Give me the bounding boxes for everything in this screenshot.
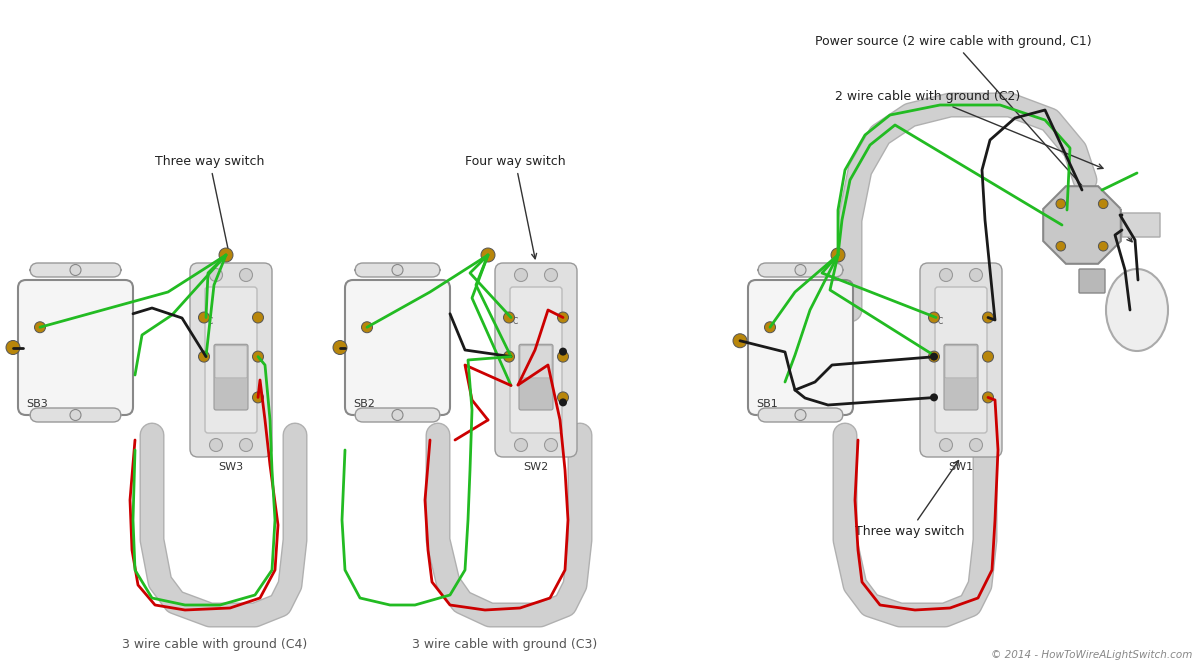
Circle shape — [334, 340, 347, 354]
Text: SB1: SB1 — [756, 399, 778, 409]
Text: Three way switch: Three way switch — [856, 460, 965, 538]
Circle shape — [252, 392, 264, 403]
Circle shape — [940, 269, 953, 281]
Circle shape — [1098, 199, 1108, 208]
Circle shape — [559, 399, 566, 407]
Circle shape — [1056, 199, 1066, 208]
Circle shape — [970, 269, 983, 281]
Circle shape — [6, 340, 20, 354]
FancyBboxPatch shape — [214, 344, 248, 410]
FancyBboxPatch shape — [355, 408, 440, 422]
FancyBboxPatch shape — [205, 287, 257, 433]
FancyBboxPatch shape — [944, 344, 978, 410]
FancyBboxPatch shape — [510, 287, 562, 433]
Circle shape — [929, 312, 940, 323]
Circle shape — [764, 322, 775, 333]
Circle shape — [198, 351, 210, 362]
Circle shape — [558, 351, 569, 362]
FancyBboxPatch shape — [30, 408, 121, 422]
Circle shape — [240, 438, 252, 452]
Ellipse shape — [1106, 269, 1168, 351]
Circle shape — [35, 322, 46, 333]
Circle shape — [796, 409, 806, 421]
FancyBboxPatch shape — [190, 263, 272, 457]
Circle shape — [252, 351, 264, 362]
Text: C: C — [208, 316, 214, 326]
Circle shape — [504, 351, 515, 362]
Circle shape — [515, 438, 528, 452]
Text: 3 wire cable with ground (C3): 3 wire cable with ground (C3) — [413, 638, 598, 651]
Circle shape — [70, 409, 80, 421]
Circle shape — [70, 265, 80, 275]
Text: 3 wire cable with ground (C4): 3 wire cable with ground (C4) — [122, 638, 307, 651]
Circle shape — [218, 248, 233, 262]
FancyBboxPatch shape — [758, 408, 842, 422]
Circle shape — [733, 334, 746, 348]
Text: © 2014 - HowToWireALightSwitch.com: © 2014 - HowToWireALightSwitch.com — [991, 650, 1192, 660]
Circle shape — [240, 269, 252, 281]
FancyBboxPatch shape — [494, 263, 577, 457]
Circle shape — [983, 351, 994, 362]
FancyBboxPatch shape — [920, 263, 1002, 457]
Text: SB2: SB2 — [353, 399, 374, 409]
Circle shape — [796, 265, 806, 275]
FancyBboxPatch shape — [346, 280, 450, 415]
Text: Three way switch: Three way switch — [155, 155, 264, 259]
FancyBboxPatch shape — [758, 263, 842, 277]
Polygon shape — [1043, 186, 1121, 264]
FancyBboxPatch shape — [748, 280, 853, 415]
FancyBboxPatch shape — [946, 346, 977, 378]
Text: SB3: SB3 — [26, 399, 48, 409]
Text: SW1: SW1 — [948, 462, 973, 472]
Text: Power source (2 wire cable with ground, C1): Power source (2 wire cable with ground, … — [815, 35, 1132, 242]
Circle shape — [983, 312, 994, 323]
FancyBboxPatch shape — [355, 263, 440, 277]
Circle shape — [930, 352, 938, 360]
Circle shape — [1098, 241, 1108, 251]
Text: C: C — [938, 316, 943, 326]
Circle shape — [983, 392, 994, 403]
FancyBboxPatch shape — [520, 344, 553, 410]
Circle shape — [558, 312, 569, 323]
Circle shape — [392, 265, 403, 275]
Circle shape — [252, 312, 264, 323]
Circle shape — [929, 351, 940, 362]
Circle shape — [210, 438, 222, 452]
Circle shape — [504, 312, 515, 323]
Text: SW2: SW2 — [523, 462, 548, 472]
Circle shape — [832, 248, 845, 262]
Circle shape — [481, 248, 496, 262]
Circle shape — [545, 438, 558, 452]
Text: 2 wire cable with ground (C2): 2 wire cable with ground (C2) — [835, 90, 1103, 169]
Circle shape — [559, 348, 566, 356]
FancyBboxPatch shape — [520, 346, 552, 378]
Text: C: C — [514, 316, 518, 326]
Circle shape — [361, 322, 372, 333]
Circle shape — [970, 438, 983, 452]
Circle shape — [558, 392, 569, 403]
Circle shape — [545, 269, 558, 281]
FancyBboxPatch shape — [30, 263, 121, 277]
Circle shape — [198, 312, 210, 323]
Circle shape — [940, 438, 953, 452]
Circle shape — [392, 409, 403, 421]
Text: Four way switch: Four way switch — [466, 155, 565, 259]
FancyBboxPatch shape — [1079, 269, 1105, 293]
FancyBboxPatch shape — [215, 346, 247, 378]
Circle shape — [1056, 241, 1066, 251]
FancyBboxPatch shape — [1122, 213, 1160, 237]
Circle shape — [210, 269, 222, 281]
FancyBboxPatch shape — [935, 287, 986, 433]
FancyBboxPatch shape — [18, 280, 133, 415]
Circle shape — [515, 269, 528, 281]
Text: SW3: SW3 — [218, 462, 244, 472]
Circle shape — [930, 393, 938, 401]
